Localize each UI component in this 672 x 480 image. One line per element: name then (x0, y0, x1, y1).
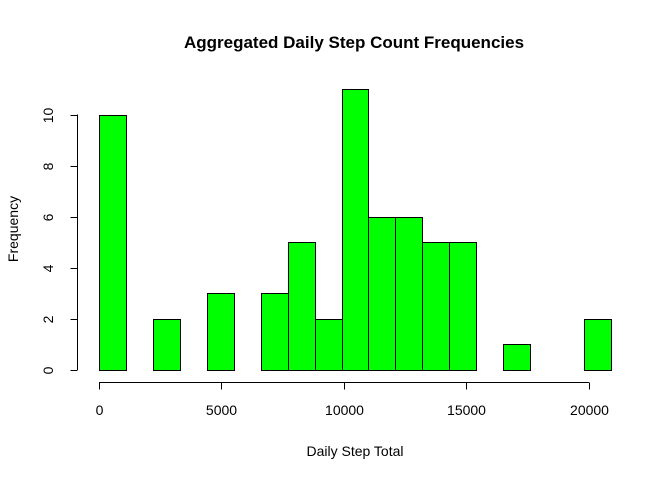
x-axis: 0 5000 10000 15000 20000 (96, 382, 609, 418)
histogram-bar (207, 293, 235, 371)
histogram-bar (422, 242, 450, 371)
y-tick-label: 4 (40, 264, 56, 272)
y-axis-label: Frequency (5, 196, 21, 262)
y-axis: 0 2 4 6 8 10 (40, 108, 78, 374)
histogram-bar (99, 115, 127, 371)
y-tick-label: 10 (40, 108, 56, 124)
x-tick-label: 5000 (206, 402, 237, 418)
histogram-bar (449, 242, 477, 371)
y-tick-label: 2 (40, 315, 56, 323)
chart-title: Aggregated Daily Step Count Frequencies (184, 33, 524, 52)
x-tick-label: 0 (96, 402, 104, 418)
histogram-bar (261, 293, 289, 371)
histogram-bar (368, 217, 396, 371)
x-tick-label: 20000 (570, 402, 609, 418)
x-tick-label: 10000 (325, 402, 364, 418)
histogram-bar (584, 319, 612, 371)
histogram-bar (503, 344, 531, 371)
histogram-bar (288, 242, 316, 371)
histogram-bar (395, 217, 423, 371)
y-tick-label: 0 (40, 366, 56, 374)
y-tick-label: 8 (40, 162, 56, 170)
x-tick-label: 15000 (447, 402, 486, 418)
bars-group (99, 89, 612, 371)
histogram-bar (153, 319, 181, 371)
y-tick-label: 6 (40, 213, 56, 221)
histogram-bar (315, 319, 343, 371)
histogram-bar (342, 89, 369, 371)
x-axis-label: Daily Step Total (306, 443, 403, 459)
